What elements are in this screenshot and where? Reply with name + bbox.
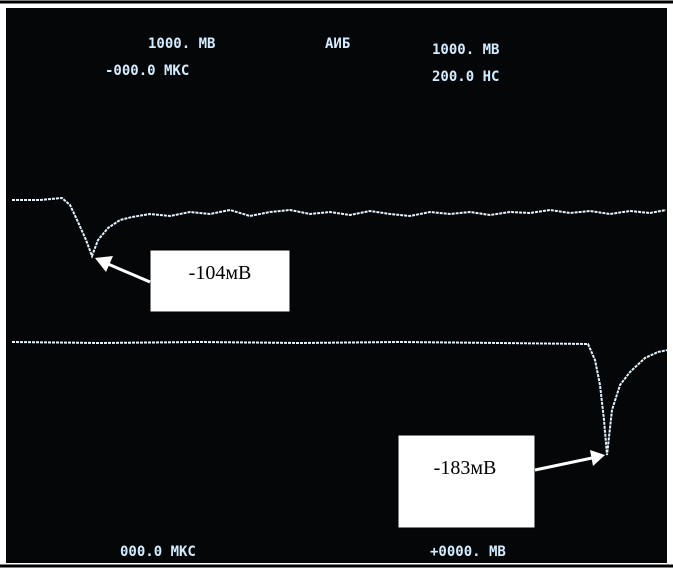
screenshot: 1000. MB -000.0 MKC AИБ 1000. MB 200.0 H… [0, 0, 673, 569]
callout-label: -104мВ [189, 262, 252, 284]
oscilloscope-screen [6, 8, 667, 563]
page: 1000. MB -000.0 MKC AИБ 1000. MB 200.0 H… [0, 0, 673, 569]
callout-box [398, 435, 535, 528]
callout-label: -183мВ [434, 457, 497, 479]
screen-text: +0000. MB [430, 544, 506, 560]
screen-text: 1000. MB [148, 36, 215, 52]
screen-text: 200.0 HC [432, 69, 499, 85]
screen-text: -000.0 MKC [105, 63, 189, 79]
screen-text: AИБ [325, 36, 350, 52]
screen-text: 000.0 MKC [120, 544, 196, 560]
screen-text: 1000. MB [432, 42, 499, 58]
